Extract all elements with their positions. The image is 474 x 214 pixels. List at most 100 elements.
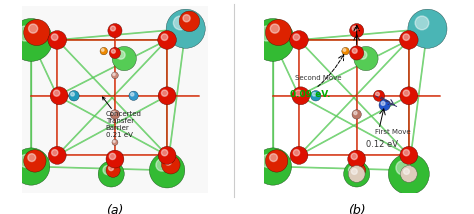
Circle shape <box>358 51 367 59</box>
Circle shape <box>350 46 364 60</box>
Text: (b): (b) <box>348 204 365 214</box>
Circle shape <box>103 165 112 175</box>
Circle shape <box>28 154 36 162</box>
Circle shape <box>293 150 300 156</box>
Circle shape <box>166 9 205 48</box>
Circle shape <box>71 92 74 96</box>
Circle shape <box>352 26 357 31</box>
Circle shape <box>310 91 321 101</box>
Circle shape <box>265 19 292 46</box>
Circle shape <box>290 31 308 49</box>
Circle shape <box>109 166 114 171</box>
Text: 0.09 eV.: 0.09 eV. <box>290 90 330 99</box>
Circle shape <box>10 19 53 61</box>
Circle shape <box>112 139 118 145</box>
Circle shape <box>162 150 168 156</box>
Circle shape <box>112 111 115 115</box>
Circle shape <box>98 161 124 187</box>
Circle shape <box>343 49 346 51</box>
Circle shape <box>52 150 58 156</box>
Circle shape <box>354 166 359 171</box>
Text: 0.12 eV: 0.12 eV <box>366 140 398 149</box>
Circle shape <box>129 91 138 100</box>
Circle shape <box>161 34 168 40</box>
Circle shape <box>270 24 279 33</box>
Circle shape <box>350 24 364 38</box>
Circle shape <box>312 92 316 96</box>
Circle shape <box>183 15 190 22</box>
Circle shape <box>50 87 68 105</box>
Circle shape <box>351 169 357 174</box>
Circle shape <box>352 163 365 177</box>
Circle shape <box>379 100 390 111</box>
Circle shape <box>259 26 274 41</box>
Circle shape <box>48 146 66 164</box>
Circle shape <box>19 155 32 168</box>
Circle shape <box>113 140 115 143</box>
Circle shape <box>293 34 300 40</box>
Circle shape <box>354 111 357 115</box>
Circle shape <box>290 146 308 164</box>
Circle shape <box>403 34 410 40</box>
Circle shape <box>110 110 119 119</box>
Circle shape <box>352 48 357 53</box>
Circle shape <box>117 51 125 59</box>
Circle shape <box>162 90 168 96</box>
Circle shape <box>111 49 115 53</box>
Circle shape <box>108 24 122 38</box>
Circle shape <box>396 161 410 175</box>
Circle shape <box>179 11 200 31</box>
Circle shape <box>252 19 294 61</box>
Text: Second Move: Second Move <box>295 75 342 81</box>
Circle shape <box>348 166 365 182</box>
Circle shape <box>24 150 46 172</box>
Circle shape <box>100 47 108 55</box>
Circle shape <box>69 91 79 101</box>
Circle shape <box>156 159 168 171</box>
Text: Concerted
Transfer
Barrier
0.21 eV: Concerted Transfer Barrier 0.21 eV <box>102 97 142 138</box>
Circle shape <box>400 31 418 49</box>
Circle shape <box>173 16 187 30</box>
Circle shape <box>403 150 410 156</box>
Circle shape <box>401 166 417 182</box>
Circle shape <box>149 153 185 188</box>
Circle shape <box>270 154 277 162</box>
Circle shape <box>403 90 410 96</box>
Circle shape <box>158 87 176 105</box>
Circle shape <box>28 24 37 33</box>
Circle shape <box>354 46 378 71</box>
Circle shape <box>113 73 115 76</box>
Circle shape <box>400 146 418 164</box>
Circle shape <box>112 46 137 71</box>
Circle shape <box>374 90 384 101</box>
Circle shape <box>12 148 50 185</box>
Circle shape <box>381 101 385 105</box>
Circle shape <box>106 150 124 168</box>
Circle shape <box>254 148 292 185</box>
Circle shape <box>261 155 274 168</box>
Circle shape <box>295 90 301 96</box>
Circle shape <box>109 47 120 59</box>
Circle shape <box>110 26 116 31</box>
Circle shape <box>131 93 134 96</box>
Circle shape <box>109 153 116 159</box>
Circle shape <box>51 34 58 40</box>
Circle shape <box>106 163 120 177</box>
Circle shape <box>111 72 118 79</box>
Circle shape <box>375 92 379 96</box>
Circle shape <box>400 87 418 105</box>
Circle shape <box>408 9 447 48</box>
Circle shape <box>165 159 172 165</box>
Circle shape <box>403 169 410 174</box>
Circle shape <box>18 26 33 41</box>
Circle shape <box>158 146 176 164</box>
Circle shape <box>265 150 288 172</box>
Circle shape <box>351 153 357 159</box>
Circle shape <box>388 153 429 195</box>
Circle shape <box>292 87 310 105</box>
Circle shape <box>415 16 429 30</box>
Circle shape <box>342 47 349 55</box>
Text: First Move: First Move <box>375 129 411 135</box>
Circle shape <box>158 31 176 49</box>
Circle shape <box>344 161 370 187</box>
